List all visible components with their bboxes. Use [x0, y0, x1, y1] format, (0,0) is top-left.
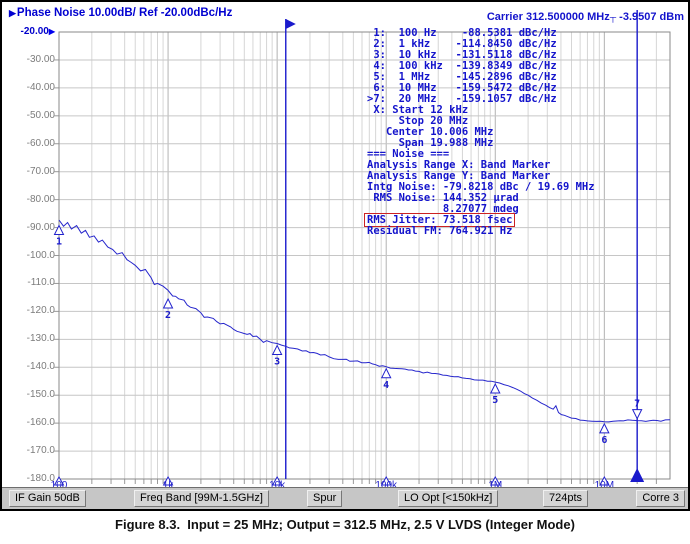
y-axis-label: -120.0 [26, 305, 55, 317]
carrier-power: -3.9507 dBm [616, 11, 684, 23]
band-marker-row: Stop 20 MHz [367, 115, 469, 127]
trace-marker-number: 3 [274, 357, 280, 368]
axis-marker-icon [380, 475, 392, 486]
noise-analysis-row: RMS Noise: 144.352 µrad [367, 192, 519, 204]
y-axis-label: -50.00 [26, 109, 55, 121]
marker-readout-row: 1: 100 Hz -88.5381 dBc/Hz [367, 27, 557, 39]
carrier-marker-icon: ┬ [609, 12, 617, 22]
y-axis-label: -70.00 [26, 165, 55, 177]
trace-marker-icon [380, 367, 392, 379]
y-axis-label: -110.0 [27, 277, 55, 289]
trace-arrow-icon: ▶ [9, 8, 16, 18]
x-axis-label: 10M [594, 480, 615, 491]
freq-band-button[interactable]: Freq Band [99M-1.5GHz] [134, 490, 269, 507]
trace-marker-number: 7 [634, 399, 640, 410]
y-axis-label: -160.0 [26, 417, 55, 429]
band-marker-row: Span 19.988 MHz [367, 137, 494, 149]
noise-analysis-row: Analysis Range X: Band Marker [367, 159, 551, 171]
analyzer-screen: ▶Phase Noise 10.00dB/ Ref -20.00dBc/Hz C… [0, 0, 690, 511]
trace-marker-icon [162, 297, 174, 309]
noise-section-header: === Noise === [367, 148, 450, 160]
axis-marker-icon [162, 475, 174, 486]
spur-button[interactable]: Spur [307, 490, 343, 507]
axis-marker-icon [598, 475, 610, 486]
lo-opt-button[interactable]: LO Opt [<150kHz] [398, 490, 499, 507]
points-button[interactable]: 724pts [543, 490, 589, 507]
phase-noise-trace [58, 219, 671, 423]
noise-analysis-row: 8.27077 mdeg [367, 203, 519, 215]
y-axis-label: -40.00 [26, 81, 55, 93]
y-axis-label: -170.0 [26, 445, 55, 457]
axis-marker-icon [53, 475, 65, 486]
band-start-flag-icon [285, 19, 296, 29]
y-axis-label: -60.00 [26, 137, 55, 149]
trace-marker-number: 1 [56, 236, 62, 247]
y-axis-label: -150.0 [26, 389, 55, 401]
ref-level-arrow-icon: ▶ [48, 27, 55, 36]
band-stop-marker-icon [630, 468, 645, 482]
x-axis-label: 1M [488, 480, 503, 491]
x-axis-label: 10k [269, 480, 286, 491]
axis-marker-icon [271, 475, 283, 486]
y-axis-label: -80.00 [26, 193, 55, 205]
marker-readout-panel: 1: 100 Hz -88.5381 dBc/Hz 2: 1 kHz -114.… [364, 27, 595, 237]
trace-marker-icon [271, 344, 283, 356]
trace-settings-header: ▶Phase Noise 10.00dB/ Ref -20.00dBc/Hz [9, 7, 232, 19]
trace-marker-icon [631, 409, 643, 420]
figure-caption: Figure 8.3. Input = 25 MHz; Output = 312… [115, 517, 575, 532]
marker-readout-row: 4: 100 kHz -139.8349 dBc/Hz [367, 60, 557, 72]
band-marker-row: X: Start 12 kHz [367, 104, 469, 116]
carrier-frequency: Carrier 312.500000 MHz [486, 11, 610, 23]
y-axis-label: -20.00▶ [20, 26, 55, 37]
noise-analysis-row: Intg Noise: -79.8218 dBc / 19.69 MHz [367, 181, 595, 193]
plot-canvas: 1 2 3 4 5 6 7 [53, 10, 671, 486]
trace-marker-number: 2 [165, 310, 171, 321]
axis-marker-icon [489, 475, 501, 486]
y-axis-label: -130.0 [26, 333, 55, 345]
if-gain-button[interactable]: IF Gain 50dB [9, 490, 86, 507]
marker-readout-row: 6: 10 MHz -159.5472 dBc/Hz [367, 82, 557, 94]
y-axis-label: -30.00 [26, 53, 55, 65]
trace-marker-icon [53, 224, 65, 235]
residual-fm-row: Residual FM: 764.921 Hz [367, 225, 513, 237]
plot-frame [58, 31, 671, 480]
trace-marker-number: 5 [492, 395, 498, 406]
status-bar: IF Gain 50dB Freq Band [99M-1.5GHz] Spur… [2, 487, 688, 509]
noise-analysis-row: Analysis Range Y: Band Marker [367, 170, 551, 182]
phase-noise-plot: 1 2 3 4 5 6 7 [53, 10, 671, 486]
y-axis-label: -100.0 [26, 249, 55, 261]
trace-marker-number: 6 [601, 435, 607, 446]
trace-marker-icon [489, 382, 501, 394]
rms-jitter-row: RMS Jitter: 73.518 fsec [364, 213, 595, 227]
x-axis-label: 100k [375, 480, 398, 491]
trace-settings-label: Phase Noise 10.00dB/ Ref -20.00dBc/Hz [16, 7, 233, 19]
marker-readout-row: >7: 20 MHz -159.1057 dBc/Hz [367, 93, 557, 105]
marker-readout-row: 3: 10 kHz -131.5118 dBc/Hz [367, 49, 557, 61]
trace-marker-icon [599, 422, 610, 434]
band-marker-row: Center 10.006 MHz [367, 126, 494, 138]
correction-button[interactable]: Corre 3 [636, 490, 685, 507]
marker-readout-row: 5: 1 MHz -145.2896 dBc/Hz [367, 71, 557, 83]
marker-readout-row: 2: 1 kHz -114.8450 dBc/Hz [367, 38, 557, 50]
x-axis-label: 1k [162, 480, 174, 491]
trace-marker-number: 4 [383, 380, 389, 391]
carrier-readout: Carrier 312.500000 MHz┬ -3.9507 dBm [487, 11, 684, 23]
y-axis-label: -140.0 [26, 361, 55, 373]
y-axis-label: -90.00 [26, 221, 55, 233]
y-axis-label: -180.0 [26, 473, 55, 484]
x-axis-label: 100 [50, 480, 68, 491]
rms-jitter-highlight: RMS Jitter: 73.518 fsec [364, 213, 516, 227]
